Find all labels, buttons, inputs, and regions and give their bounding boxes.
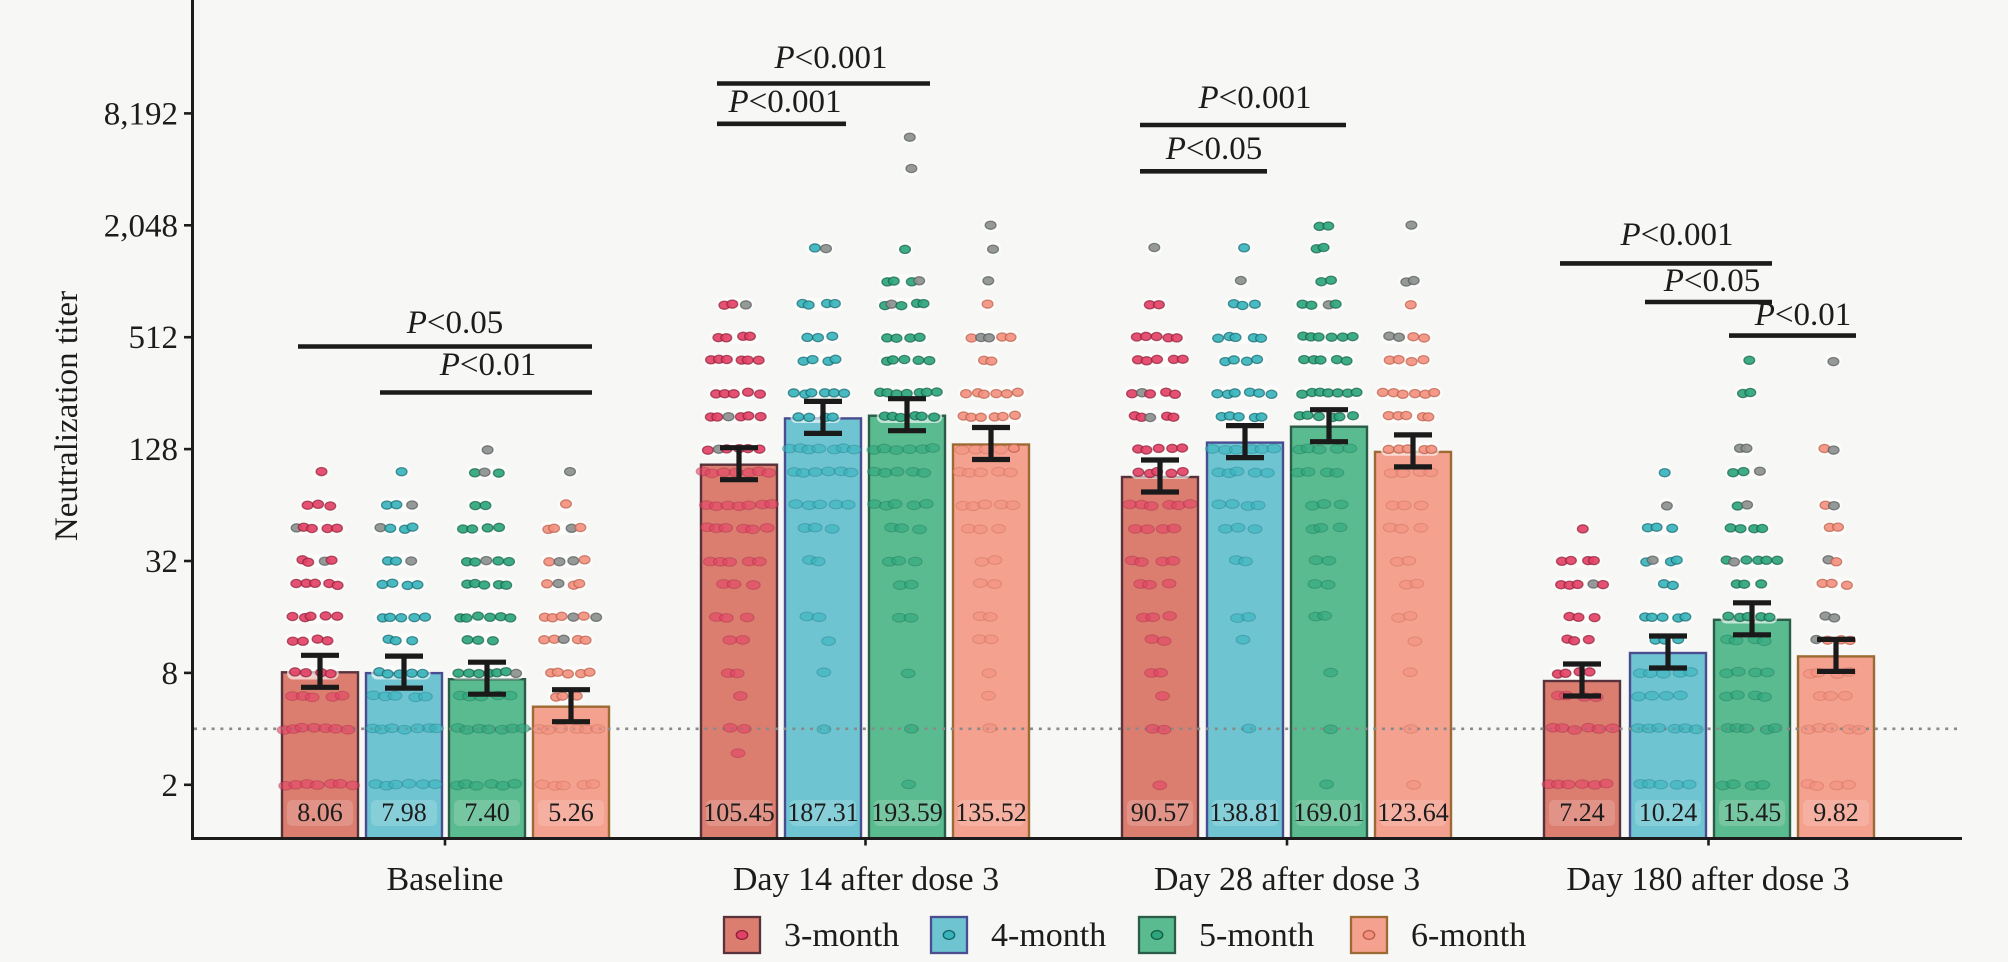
svg-text:P<0.001: P<0.001 xyxy=(727,84,841,120)
svg-text:10.24: 10.24 xyxy=(1639,798,1698,827)
svg-text:187.31: 187.31 xyxy=(787,798,859,827)
svg-text:9.82: 9.82 xyxy=(1813,798,1859,827)
svg-text:7.40: 7.40 xyxy=(464,798,510,827)
svg-text:5.26: 5.26 xyxy=(548,798,594,827)
svg-text:512: 512 xyxy=(129,320,179,356)
svg-text:Day 14 after dose 3: Day 14 after dose 3 xyxy=(733,861,999,898)
svg-text:Baseline: Baseline xyxy=(386,861,503,898)
svg-text:90.57: 90.57 xyxy=(1131,798,1190,827)
svg-text:Day 28 after dose 3: Day 28 after dose 3 xyxy=(1154,861,1420,898)
svg-text:105.45: 105.45 xyxy=(703,798,775,827)
svg-text:8: 8 xyxy=(162,656,179,692)
svg-text:Day 180 after dose 3: Day 180 after dose 3 xyxy=(1566,861,1849,898)
svg-text:P<0.001: P<0.001 xyxy=(1619,217,1733,253)
svg-text:128: 128 xyxy=(129,432,179,468)
svg-text:123.64: 123.64 xyxy=(1377,798,1449,827)
svg-text:P<0.05: P<0.05 xyxy=(406,305,504,341)
svg-text:8.06: 8.06 xyxy=(297,798,343,827)
svg-text:169.01: 169.01 xyxy=(1293,798,1365,827)
svg-text:P<0.05: P<0.05 xyxy=(1663,263,1761,299)
svg-text:Neutralization titer: Neutralization titer xyxy=(49,291,85,541)
svg-text:7.98: 7.98 xyxy=(381,798,427,827)
svg-text:193.59: 193.59 xyxy=(871,798,943,827)
svg-text:3-month: 3-month xyxy=(784,917,899,954)
svg-text:138.81: 138.81 xyxy=(1209,798,1281,827)
svg-text:P<0.001: P<0.001 xyxy=(1197,80,1311,116)
svg-text:135.52: 135.52 xyxy=(955,798,1027,827)
svg-text:5-month: 5-month xyxy=(1199,917,1314,954)
svg-text:6-month: 6-month xyxy=(1411,917,1526,954)
svg-text:P<0.01: P<0.01 xyxy=(1754,297,1852,333)
svg-text:7.24: 7.24 xyxy=(1559,798,1605,827)
svg-text:P<0.001: P<0.001 xyxy=(773,40,887,76)
svg-text:15.45: 15.45 xyxy=(1723,798,1782,827)
svg-text:8,192: 8,192 xyxy=(104,96,178,132)
svg-text:2,048: 2,048 xyxy=(104,208,178,244)
svg-text:32: 32 xyxy=(145,544,178,580)
svg-text:P<0.05: P<0.05 xyxy=(1165,131,1263,167)
svg-text:2: 2 xyxy=(162,768,179,804)
svg-text:4-month: 4-month xyxy=(991,917,1106,954)
svg-text:P<0.01: P<0.01 xyxy=(439,347,537,383)
